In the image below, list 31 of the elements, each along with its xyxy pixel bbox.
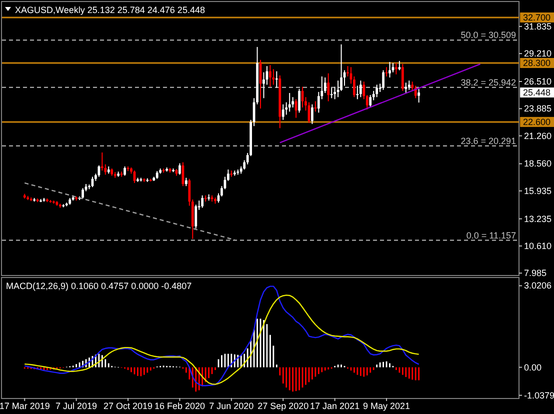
y-tick-label: 0.00 — [524, 362, 542, 372]
x-tick-label: 7 Jul 2019 — [56, 401, 98, 411]
y-tick-label: 3.0206 — [524, 280, 552, 291]
x-tick-label: 7 Jun 2020 — [209, 401, 254, 411]
x-tick-label: 17 Jan 2021 — [310, 401, 360, 411]
y-tick-label: 7.985 — [524, 268, 547, 278]
ref-line-label: 50.0 = 30.509 — [460, 30, 516, 40]
y-tick-label: 13.235 — [524, 214, 552, 224]
y-tick-label: 31.835 — [524, 21, 552, 32]
x-tick-label: 27 Sep 2020 — [258, 401, 309, 411]
ref-line-label: 38.2 = 25.942 — [460, 77, 516, 88]
ref-line-label: 0.0 = 11.157 — [466, 230, 516, 240]
y-tick-label: 21.260 — [524, 130, 552, 141]
x-tick-label: 17 Mar 2019 — [0, 401, 50, 411]
y-tick-label: 26.510 — [524, 76, 552, 87]
ref-line-label: 23.6 = 20.291 — [460, 136, 516, 146]
x-tick-label: 9 May 2021 — [363, 401, 410, 411]
text: 25.448 — [523, 87, 551, 98]
y-tick-label: 29.210 — [524, 48, 552, 59]
chart-title: XAGUSD,Weekly 25.132 25.784 24.476 25.448 — [15, 5, 205, 15]
y-tick-label: 18.560 — [524, 158, 552, 169]
ref-line-label: 32.700 — [523, 12, 551, 22]
ref-line-label: 22.600 — [523, 116, 551, 127]
y-tick-label: -1.0379 — [524, 390, 554, 400]
chart-title: MACD(12,26,9) 0.1060 0.4757 0.0000 -0.4807 — [6, 281, 192, 291]
y-tick-label: 10.610 — [524, 240, 552, 251]
x-tick-label: 27 Oct 2019 — [103, 401, 153, 411]
y-tick-label: 15.935 — [524, 186, 552, 196]
x-tick-label: 16 Feb 2020 — [154, 401, 205, 411]
y-tick-label: 23.885 — [524, 104, 552, 114]
ref-line-label: 28.300 — [523, 58, 551, 68]
